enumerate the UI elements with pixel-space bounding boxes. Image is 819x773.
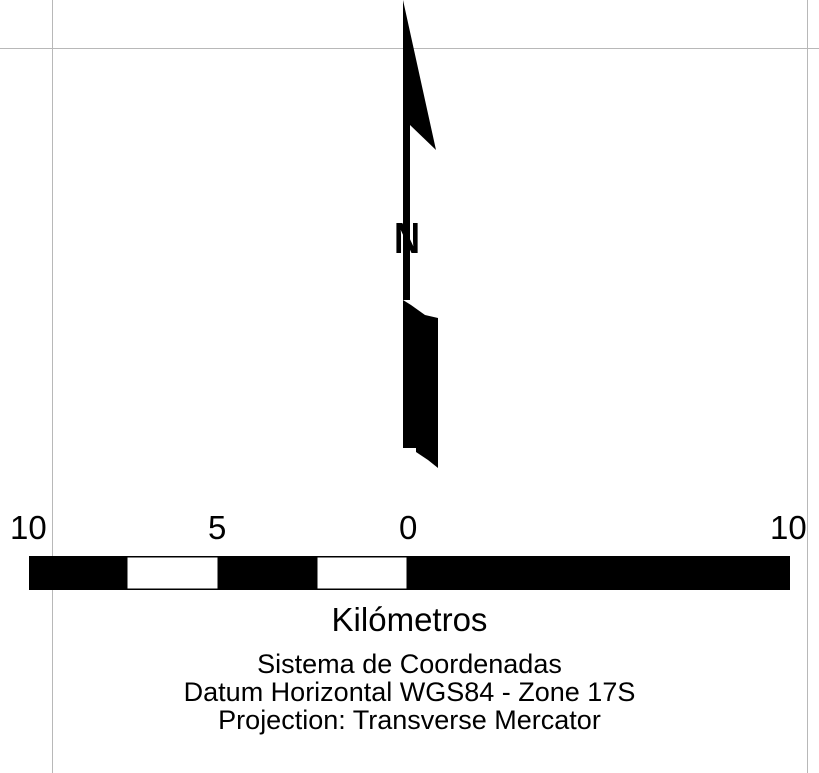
coordinate-system-title: Sistema de Coordenadas [257,649,562,679]
north-arrow-head [403,0,436,300]
scale-tick-label-0: 0 [399,509,418,546]
datum-line: Datum Horizontal WGS84 - Zone 17S [183,677,636,707]
scale-bar-segment-black-right [408,556,790,590]
scale-bar-segment-black-2 [219,556,316,590]
north-arrow-tail [403,300,438,468]
scale-tick-label-left-10: 10 [10,509,47,546]
north-arrow-icon: N [394,0,438,468]
scale-bar [29,556,790,590]
scale-tick-label-right-10: 10 [770,509,807,546]
scale-tick-label-5: 5 [208,509,227,546]
coordinate-system-info: Sistema de Coordenadas Datum Horizontal … [0,650,819,734]
projection-line: Projection: Transverse Mercator [218,705,601,735]
map-grid-line-left [52,0,53,773]
scale-bar-segment-black-1 [29,556,126,590]
north-label: N [394,214,420,263]
scale-bar-segment-white-2 [314,556,410,590]
scale-units-label: Kilómetros [331,601,488,638]
map-grid-line-right [807,0,808,773]
scale-bar-segment-white-1 [124,556,221,590]
